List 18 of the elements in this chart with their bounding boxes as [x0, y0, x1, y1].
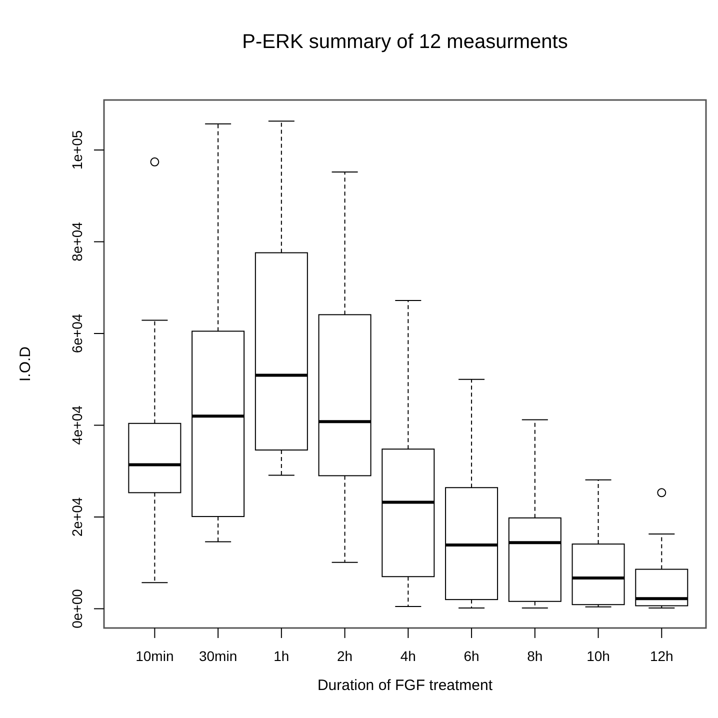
x-tick-label: 4h: [400, 648, 416, 664]
y-tick-label: 1e+05: [69, 130, 85, 170]
y-tick-label: 8e+04: [69, 222, 85, 262]
x-tick-label: 12h: [650, 648, 674, 664]
x-tick-label: 2h: [337, 648, 353, 664]
chart-title: P-ERK summary of 12 measurments: [242, 31, 568, 53]
x-axis-title: Duration of FGF treatment: [317, 677, 494, 694]
y-axis-title: I.O.D: [17, 346, 34, 382]
x-tick-label: 10min: [136, 648, 174, 664]
y-tick-label: 2e+04: [69, 497, 85, 537]
x-tick-label: 6h: [464, 648, 480, 664]
y-tick-label: 6e+04: [69, 314, 85, 354]
y-tick-label: 0e+00: [69, 588, 85, 628]
x-tick-label: 1h: [274, 648, 290, 664]
x-tick-label: 10h: [586, 648, 610, 664]
x-tick-label: 8h: [527, 648, 543, 664]
y-tick-label: 4e+04: [69, 405, 85, 445]
x-tick-label: 30min: [198, 648, 238, 664]
